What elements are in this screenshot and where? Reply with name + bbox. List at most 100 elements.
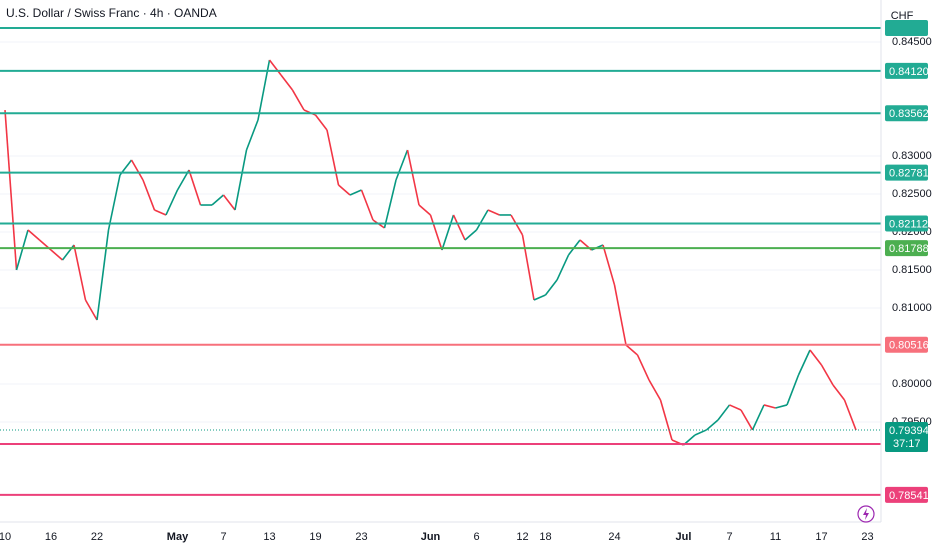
level-label: 0.81788	[889, 243, 929, 255]
price-segment	[73, 244, 87, 301]
price-segment	[717, 404, 731, 421]
price-segment	[154, 209, 167, 216]
price-segment	[337, 184, 351, 196]
y-tick-label: 0.81500	[892, 264, 932, 276]
price-segment	[349, 189, 362, 196]
level-label: 0.80516	[889, 340, 929, 352]
x-tick-label: 22	[91, 531, 103, 543]
chart-title: U.S. Dollar / Swiss Franc · 4h · OANDA	[6, 6, 217, 20]
price-segment	[234, 149, 248, 211]
price-segment	[740, 409, 754, 431]
price-segment	[96, 229, 110, 321]
price-segment	[521, 234, 535, 301]
x-tick-label: May	[167, 531, 189, 543]
price-segment	[107, 174, 121, 231]
price-segment	[452, 214, 466, 241]
price-segment	[820, 364, 834, 386]
x-tick-label: 7	[726, 531, 732, 543]
price-segment	[418, 204, 432, 216]
plot-layer	[0, 27, 881, 496]
price-segment	[659, 399, 673, 441]
price-segment	[763, 404, 776, 409]
x-tick-label: 23	[355, 531, 367, 543]
price-segment	[729, 404, 742, 411]
x-tick-label: 6	[473, 531, 479, 543]
price-segment	[751, 404, 765, 431]
x-tick-label: 17	[815, 531, 827, 543]
x-tick-label: 11	[770, 531, 781, 543]
level-label-box	[885, 105, 928, 122]
level-label-box	[885, 62, 928, 79]
price-segment	[797, 349, 811, 376]
price-segment	[395, 149, 409, 181]
level-label-box	[885, 336, 928, 353]
level-label-box	[885, 164, 928, 181]
price-segment	[832, 384, 846, 401]
y-tick-label: 0.81000	[892, 302, 932, 314]
icon-ring	[857, 505, 875, 523]
y-tick-label: 0.83000	[892, 150, 932, 162]
price-segment	[613, 284, 627, 346]
x-tick-label: 10	[0, 531, 11, 543]
price-segment	[15, 229, 29, 271]
level-label-box	[885, 486, 928, 503]
price-segment	[429, 214, 443, 251]
price-segment	[188, 169, 202, 206]
price-segment	[705, 419, 719, 431]
countdown-label: 37:17	[893, 438, 921, 450]
x-tick-label: 24	[608, 531, 620, 543]
x-tick-label: 16	[45, 531, 57, 543]
x-tick-label: 13	[263, 531, 275, 543]
price-segment	[360, 189, 374, 221]
price-segment	[809, 349, 823, 366]
y-tick-label: 0.82500	[892, 188, 932, 200]
price-segment	[533, 294, 546, 301]
level-label: 0.78541	[889, 490, 929, 502]
price-segment	[602, 244, 616, 286]
x-tick-label: Jul	[676, 531, 692, 543]
price-segment	[165, 189, 179, 216]
x-tick-label: Jun	[421, 531, 441, 543]
price-segment	[843, 399, 857, 431]
level-label: 0.83562	[889, 108, 929, 120]
level-label: 0.82781	[889, 168, 929, 180]
price-segment	[625, 344, 639, 356]
level-label-box	[885, 240, 928, 257]
price-segment	[775, 404, 788, 409]
price-segment	[464, 229, 478, 241]
price-segment	[326, 129, 340, 186]
price-segment	[441, 214, 455, 251]
x-tick-label: 12	[516, 531, 528, 543]
price-segment	[383, 179, 397, 229]
price-segment	[245, 119, 259, 151]
currency: CHF	[891, 10, 914, 22]
current-price-label: 0.79394	[889, 425, 929, 437]
price-segment	[268, 59, 282, 76]
level-label: 0.82112	[889, 218, 928, 230]
level-label: 0.84120	[889, 66, 929, 78]
x-tick-label: 19	[309, 531, 321, 543]
current-price-box	[885, 422, 928, 453]
x-tick-label: 18	[539, 531, 551, 543]
lightning-icon[interactable]	[857, 505, 875, 523]
price-segment	[556, 254, 570, 281]
price-segment	[222, 194, 236, 211]
price-segment	[130, 159, 144, 181]
x-tick-label: 23	[861, 531, 873, 543]
price-segment	[84, 299, 98, 321]
icon-bolt	[863, 508, 869, 520]
price-segment	[636, 354, 650, 381]
price-segment	[142, 179, 156, 211]
y-tick-label: 0.80000	[892, 378, 932, 390]
price-segment	[475, 209, 489, 231]
axis-layer: 0.845000.830000.825000.820000.815000.810…	[0, 20, 932, 543]
y-tick-label: 0.84500	[892, 36, 932, 48]
price-segment	[291, 89, 305, 111]
price-segment	[27, 229, 41, 241]
price-segment	[211, 194, 225, 206]
x-tick-label: 7	[220, 531, 226, 543]
price-segment	[544, 279, 558, 296]
price-segment	[487, 209, 500, 216]
